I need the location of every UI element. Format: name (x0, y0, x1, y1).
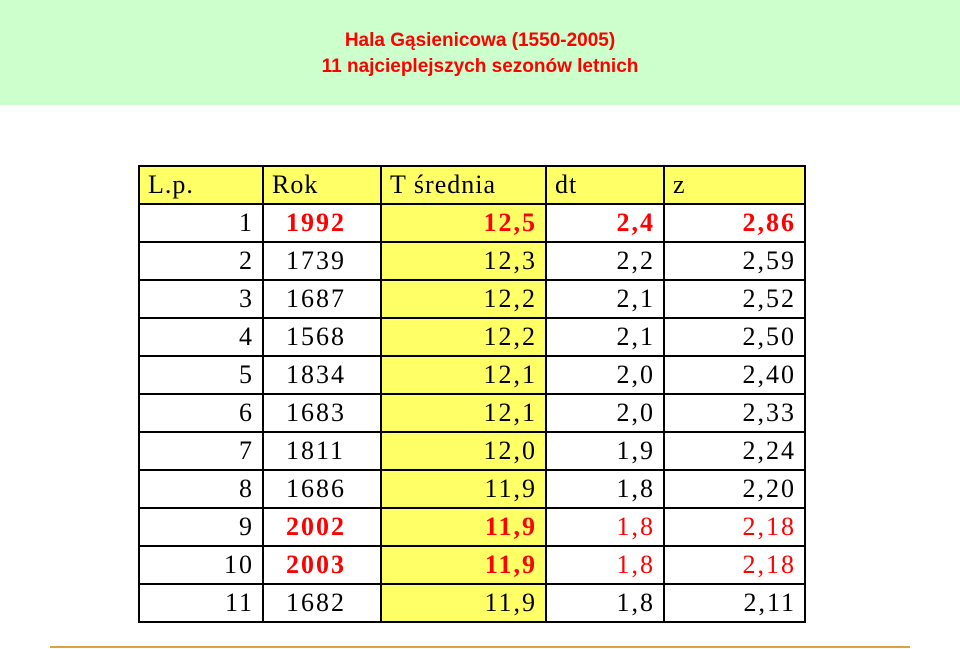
table-cell: 4 (138, 317, 264, 357)
table-cell: 2,40 (663, 355, 806, 395)
table-row: 3 1687 12,2 2,1 2,52 (138, 279, 806, 319)
table-cell: 2,18 (663, 545, 806, 585)
table-cell: 1687 (262, 279, 382, 319)
table-body: 1 1992 12,5 2,4 2,86 2 1739 12,3 2,2 2,59 3 1687 12,… (138, 203, 806, 623)
table-cell: 7 (138, 431, 264, 471)
column-header: L.p. (138, 165, 264, 205)
table-cell: 1811 (262, 431, 382, 471)
table-row: 2 1739 12,3 2,2 2,59 (138, 241, 806, 281)
table-row: 7 1811 12,0 1,9 2,24 (138, 431, 806, 471)
table-cell: 8 (138, 469, 264, 509)
table-cell: 1,9 (545, 431, 665, 471)
title: Hala Gąsienicowa (1550-2005) (344, 30, 616, 51)
table-cell: 12,2 (380, 317, 547, 357)
table-cell: 12,1 (380, 355, 547, 395)
table-row: 1 1992 12,5 2,4 2,86 (138, 203, 806, 243)
table-cell: 1,8 (545, 583, 665, 623)
table-cell: 5 (138, 355, 264, 395)
column-header: z (663, 165, 806, 205)
table-cell: 11,9 (380, 469, 547, 509)
table-cell: 1682 (262, 583, 382, 623)
table-cell: 11 (138, 583, 264, 623)
table-cell: 12,5 (380, 203, 547, 243)
table-cell: 2,33 (663, 393, 806, 433)
table-cell: 11,9 (380, 507, 547, 547)
table-cell: 11,9 (380, 545, 547, 585)
table-cell: 2,52 (663, 279, 806, 319)
table-cell: 1,8 (545, 545, 665, 585)
table-cell: 2 (138, 241, 264, 281)
table-cell: 9 (138, 507, 264, 547)
table-row: 5 1834 12,1 2,0 2,40 (138, 355, 806, 395)
table-cell: 2003 (262, 545, 382, 585)
header-row: L.p. Rok T średnia dt z (138, 165, 806, 205)
table-cell: 2,24 (663, 431, 806, 471)
table-row: 6 1683 12,1 2,0 2,33 (138, 393, 806, 433)
footer-rule (50, 646, 910, 648)
table-cell: 2,1 (545, 279, 665, 319)
table-cell: 3 (138, 279, 264, 319)
header-band (0, 0, 960, 105)
table-row: 9 2002 11,9 1,8 2,18 (138, 507, 806, 547)
table-cell: 1683 (262, 393, 382, 433)
table-cell: 2,11 (663, 583, 806, 623)
column-header: Rok (262, 165, 382, 205)
table-cell: 11,9 (380, 583, 547, 623)
table-cell: 12,1 (380, 393, 547, 433)
table-cell: 1834 (262, 355, 382, 395)
table-cell: 12,2 (380, 279, 547, 319)
table-cell: 2,86 (663, 203, 806, 243)
table-cell: 2,0 (545, 393, 665, 433)
table-cell: 2002 (262, 507, 382, 547)
table-cell: 6 (138, 393, 264, 433)
table-cell: 2,59 (663, 241, 806, 281)
table-cell: 1,8 (545, 469, 665, 509)
table-row: 8 1686 11,9 1,8 2,20 (138, 469, 806, 509)
table-cell: 1,8 (545, 507, 665, 547)
table-cell: 10 (138, 545, 264, 585)
table-cell: 2,0 (545, 355, 665, 395)
column-header: T średnia (380, 165, 547, 205)
table-cell: 12,3 (380, 241, 547, 281)
table-cell: 2,4 (545, 203, 665, 243)
table-cell: 1568 (262, 317, 382, 357)
subtitle: 11 najcieplejszych sezonów letnich (321, 56, 639, 77)
table-cell: 1992 (262, 203, 382, 243)
table-cell: 1 (138, 203, 264, 243)
table-row: 11 1682 11,9 1,8 2,11 (138, 583, 806, 623)
data-table: L.p. Rok T średnia dt z 1 1992 12,5 2,4 2,86 2 173… (138, 165, 806, 623)
table-row: 10 2003 11,9 1,8 2,18 (138, 545, 806, 585)
table-cell: 2,2 (545, 241, 665, 281)
column-header: dt (545, 165, 665, 205)
table-cell: 1686 (262, 469, 382, 509)
table-cell: 2,18 (663, 507, 806, 547)
table-cell: 1739 (262, 241, 382, 281)
table-cell: 2,1 (545, 317, 665, 357)
table-row: 4 1568 12,2 2,1 2,50 (138, 317, 806, 357)
table-cell: 2,20 (663, 469, 806, 509)
table-cell: 2,50 (663, 317, 806, 357)
table-cell: 12,0 (380, 431, 547, 471)
